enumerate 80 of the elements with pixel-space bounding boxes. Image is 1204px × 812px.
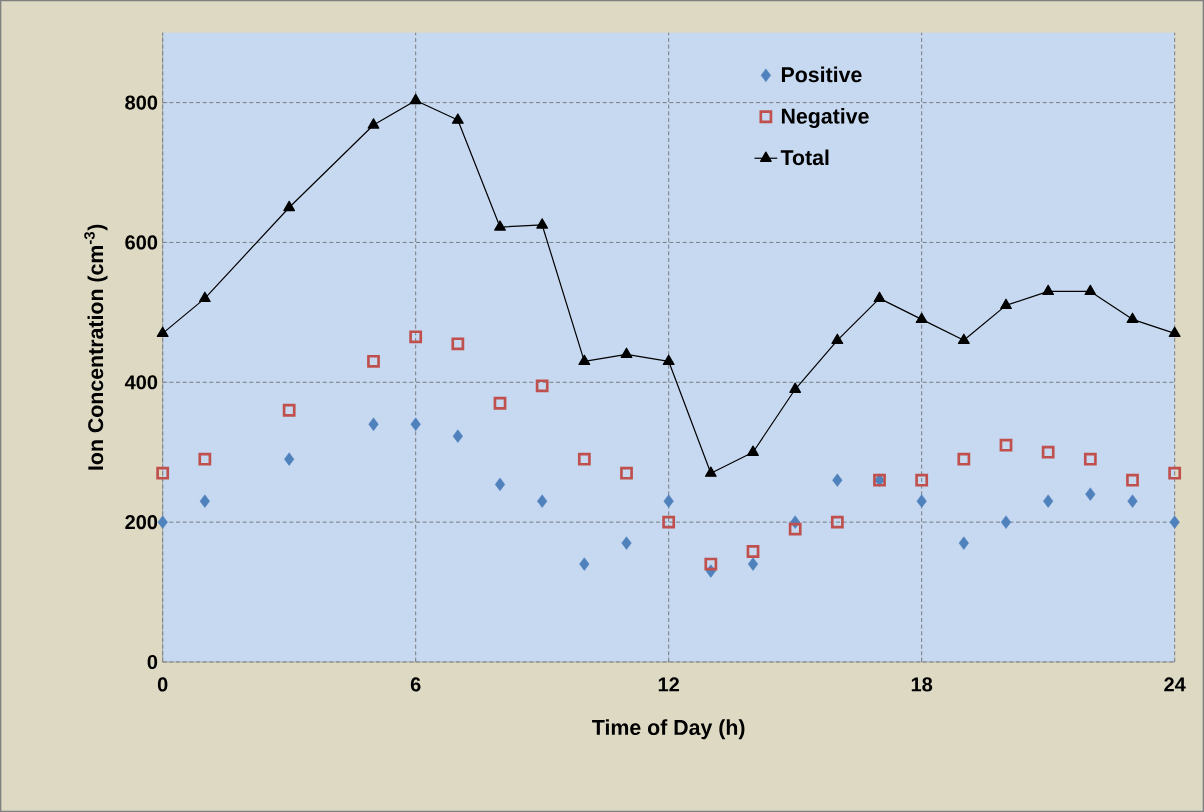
point <box>368 417 379 431</box>
point <box>1043 494 1054 508</box>
point <box>1000 298 1012 310</box>
point <box>367 354 380 368</box>
point <box>958 536 969 550</box>
point <box>577 452 591 466</box>
point <box>1083 452 1097 466</box>
point <box>156 326 169 338</box>
point <box>157 515 168 529</box>
point <box>282 403 296 417</box>
point <box>663 494 674 508</box>
point <box>830 515 844 529</box>
point <box>284 452 295 466</box>
x-tick-label: 12 <box>658 677 679 692</box>
y-axis-title: Ion Concentration (cm$^{-3}$) <box>84 224 108 470</box>
point <box>451 337 465 351</box>
point <box>1084 284 1097 296</box>
point <box>199 494 210 508</box>
point <box>873 291 886 303</box>
point <box>1041 445 1055 459</box>
point <box>578 354 591 365</box>
point <box>579 557 590 571</box>
point <box>410 417 421 431</box>
y-tick-label: 400 <box>124 375 158 390</box>
legend-label: Negative <box>781 108 869 129</box>
point <box>494 477 506 492</box>
x-tick-label: 24 <box>1164 677 1186 692</box>
x-tick-label: 6 <box>410 677 421 692</box>
point <box>537 494 548 508</box>
point <box>452 429 463 443</box>
point <box>788 522 802 536</box>
point <box>536 218 549 229</box>
point <box>1126 473 1139 487</box>
point <box>832 473 843 487</box>
point <box>1085 487 1096 501</box>
point <box>1000 515 1012 529</box>
point <box>704 466 717 477</box>
x-tick-label: 18 <box>911 677 933 692</box>
point <box>451 113 464 124</box>
point <box>915 473 929 487</box>
x-tick-label: 0 <box>157 677 168 692</box>
point <box>662 354 675 365</box>
point <box>915 312 928 324</box>
point <box>621 536 632 550</box>
point <box>409 330 423 344</box>
y-tick-label: 800 <box>125 95 158 110</box>
point <box>620 466 633 480</box>
point <box>1126 312 1139 324</box>
point <box>620 347 633 358</box>
point <box>957 452 971 466</box>
point <box>916 494 927 508</box>
y-tick-label: 200 <box>125 515 158 530</box>
point <box>746 545 760 558</box>
x-axis-title: Time of Day (h) <box>592 719 745 740</box>
point <box>662 515 676 529</box>
y-tick-label: 0 <box>147 654 158 670</box>
point <box>198 291 211 303</box>
point <box>1127 494 1138 508</box>
point <box>283 200 296 212</box>
legend-label: Total <box>780 149 829 166</box>
point <box>494 220 506 231</box>
point <box>1168 466 1182 480</box>
point <box>1042 284 1055 296</box>
point <box>1169 515 1180 529</box>
point <box>747 445 759 456</box>
point <box>156 466 170 480</box>
point <box>1168 326 1181 338</box>
point <box>831 333 844 344</box>
legend-label: Positive <box>781 66 862 83</box>
point <box>198 452 212 466</box>
point <box>704 557 718 571</box>
point <box>999 438 1013 452</box>
y-tick-label: 600 <box>125 235 158 250</box>
point <box>535 379 549 393</box>
point <box>789 382 802 393</box>
point <box>747 557 759 571</box>
point <box>409 93 422 105</box>
point <box>493 396 507 410</box>
point <box>957 333 970 344</box>
point <box>367 118 380 129</box>
